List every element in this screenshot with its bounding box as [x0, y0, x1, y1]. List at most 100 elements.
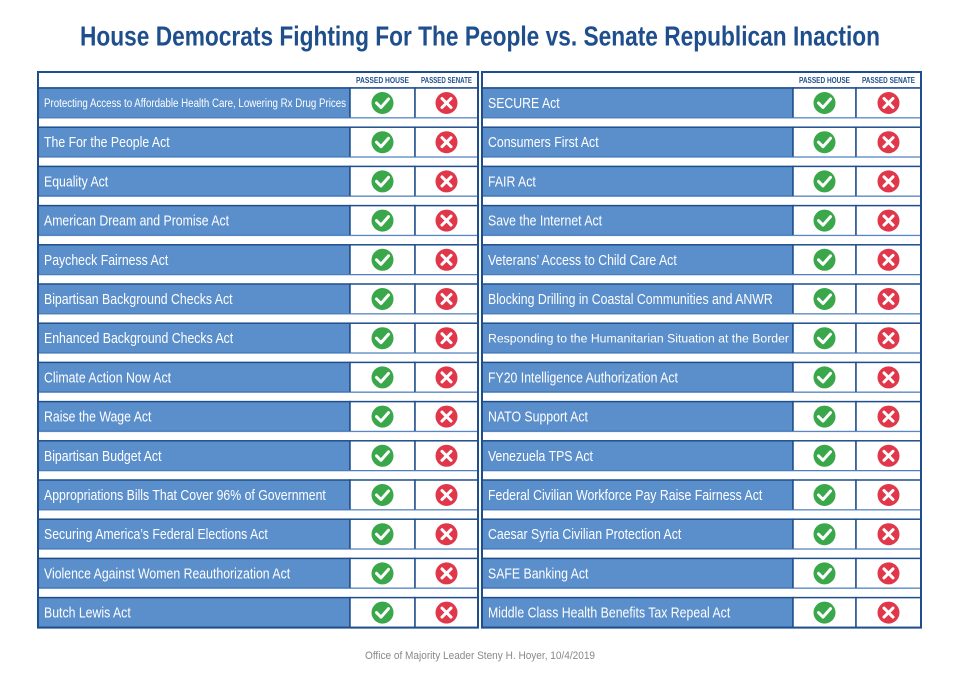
x-icon [435, 523, 458, 546]
header-row [37, 71, 479, 89]
x-icon [435, 131, 458, 154]
x-mark [882, 175, 895, 188]
row-gap [37, 274, 479, 285]
row-gap [481, 509, 922, 520]
check-circle [371, 601, 394, 624]
check-mark [817, 489, 832, 501]
check-circle [813, 327, 836, 350]
x-mark [440, 489, 453, 501]
check-circle [813, 444, 836, 467]
check-circle [813, 92, 836, 114]
check-icon [813, 562, 836, 585]
x-mark [440, 253, 453, 266]
x-icon [877, 562, 900, 585]
x-mark [882, 371, 895, 384]
check-circle [371, 562, 394, 585]
name-cell [481, 440, 794, 472]
check-mark [375, 567, 390, 580]
act-name: Raise the Wage Act [44, 408, 152, 424]
x-icon [435, 601, 458, 624]
x-icon [435, 288, 458, 310]
x-mark [882, 136, 895, 149]
check-icon [371, 288, 394, 310]
check-icon [813, 327, 836, 350]
act-name: Save the Internet Act [488, 212, 602, 228]
x-icon [435, 209, 458, 232]
act-name: FAIR Act [488, 173, 536, 189]
x-mark [440, 332, 453, 345]
act-name: Appropriations Bills That Cover 96% of G… [44, 487, 326, 503]
name-cell [481, 518, 794, 550]
check-mark [817, 371, 832, 384]
check-mark [817, 411, 832, 423]
row-gap [481, 274, 922, 285]
x-mark [882, 528, 895, 541]
table-border [37, 71, 479, 629]
check-circle [371, 288, 394, 310]
row-gap [481, 470, 922, 481]
x-mark [882, 449, 895, 462]
row-gap [37, 509, 479, 520]
check-circle [813, 131, 836, 154]
check-mark [375, 175, 390, 188]
x-icon [877, 170, 900, 193]
x-icon [877, 327, 900, 350]
check-circle [813, 248, 836, 271]
act-name: Middle Class Health Benefits Tax Repeal … [488, 604, 730, 620]
x-icon [435, 248, 458, 271]
x-mark [440, 410, 453, 423]
row-gap [481, 313, 922, 324]
name-cell [37, 400, 351, 433]
check-icon [813, 405, 836, 428]
x-mark [440, 293, 453, 305]
name-cell [481, 400, 794, 433]
act-name: Federal Civilian Workforce Pay Raise Fai… [488, 487, 762, 503]
x-icon [877, 248, 900, 271]
act-name: Caesar Syria Civilian Protection Act [488, 526, 681, 542]
check-circle [813, 405, 836, 428]
check-circle [813, 601, 836, 624]
row-gap [481, 391, 922, 403]
x-mark [440, 528, 453, 541]
name-cell [481, 479, 794, 511]
x-icon [877, 484, 900, 506]
x-icon [877, 131, 900, 154]
row-gap [37, 313, 479, 324]
x-icon [435, 405, 458, 428]
check-icon [813, 444, 836, 467]
act-name: SECURE Act [488, 95, 560, 111]
check-mark [375, 528, 390, 541]
act-name: FY20 Intelligence Authorization Act [488, 369, 678, 385]
check-mark [375, 293, 390, 305]
row-gap [37, 352, 479, 363]
check-circle [813, 562, 836, 585]
row-gap [481, 352, 922, 363]
name-cell [481, 557, 794, 590]
x-mark [882, 253, 895, 266]
x-icon [435, 444, 458, 467]
x-mark [882, 332, 895, 345]
row-gap [37, 470, 479, 481]
check-circle [813, 484, 836, 506]
check-icon [371, 131, 394, 154]
check-icon [813, 209, 836, 232]
check-icon [371, 601, 394, 624]
x-mark [882, 97, 895, 109]
row-gap [37, 195, 479, 207]
column-header: PASSED HOUSE [799, 76, 851, 85]
x-icon [435, 327, 458, 350]
act-name: Veterans’ Access to Child Care Act [488, 252, 677, 268]
row-gap [37, 548, 479, 559]
x-mark [440, 567, 453, 580]
x-icon [877, 523, 900, 546]
check-mark [375, 332, 390, 345]
check-circle [371, 248, 394, 271]
act-name: SAFE Banking Act [488, 565, 589, 581]
check-icon [371, 170, 394, 193]
check-mark [375, 97, 390, 109]
x-mark [440, 97, 453, 109]
column-header: PASSED SENATE [421, 76, 473, 85]
row-gap [481, 587, 922, 599]
